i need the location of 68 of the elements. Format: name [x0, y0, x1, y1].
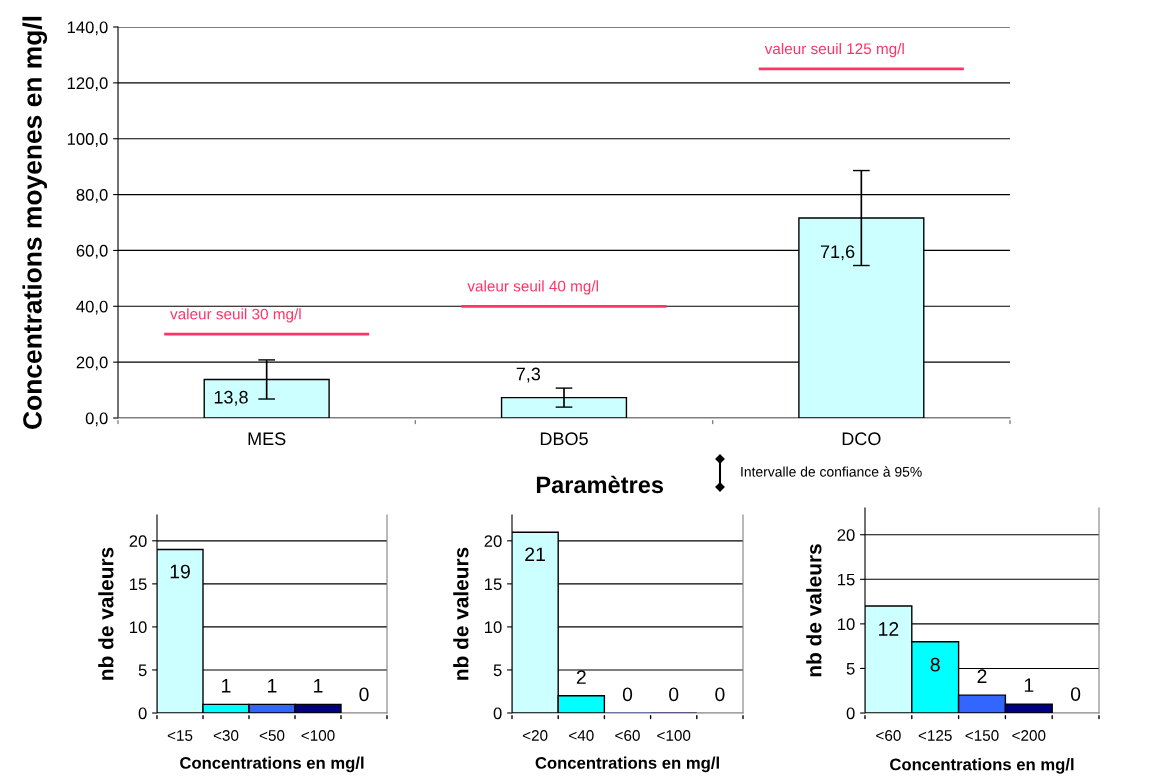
- y-tick-label: 5: [138, 664, 147, 677]
- x-tick-label: DCO: [842, 432, 881, 446]
- data-label: 19: [170, 564, 190, 579]
- y-tick-label: 60,0: [76, 244, 108, 259]
- ref-line-label: valeur seuil 40 mg/l: [467, 280, 598, 295]
- data-label: 7,3: [516, 367, 541, 383]
- data-label: 21: [525, 547, 545, 562]
- data-label: 0: [359, 687, 369, 702]
- data-label: 2: [977, 669, 987, 683]
- data-label: 71,6: [820, 245, 855, 261]
- x-tick-label: <100: [301, 730, 335, 741]
- data-label: 0: [669, 687, 679, 702]
- x-axis-title: Concentrations en mg/l: [890, 758, 1074, 774]
- ref-line-label: valeur seuil 125 mg/l: [764, 42, 904, 58]
- x-tick-label: <60: [876, 730, 901, 741]
- text: Intervalle de confiance à 95%: [741, 466, 922, 477]
- y-tick-label: 10: [838, 618, 855, 631]
- y-axis-title: Concentrations moyenes en mg/l: [22, 16, 48, 429]
- data-label: 0: [1070, 687, 1081, 701]
- x-tick-label: <15: [167, 730, 193, 741]
- data-label: 0: [715, 687, 725, 702]
- y-tick-label: 20: [837, 529, 855, 541]
- x-tick-label: <40: [569, 730, 594, 741]
- y-tick-label: 40,0: [76, 300, 108, 315]
- data-label: 1: [1024, 678, 1034, 692]
- y-axis-title: nb de valeurs: [806, 544, 822, 677]
- y-tick-label: 0: [846, 707, 855, 720]
- y-tick-label: 15: [485, 578, 502, 591]
- y-tick-label: 15: [838, 573, 855, 586]
- x-axis-title: Concentrations en mg/l: [535, 756, 719, 773]
- y-tick-label: 120,0: [67, 77, 108, 92]
- data-label: 13,8: [214, 390, 248, 406]
- data-label: 1: [314, 679, 323, 693]
- x-axis-title: Paramètres: [536, 475, 664, 494]
- data-label: 1: [268, 679, 277, 693]
- y-tick-label: 10: [130, 621, 147, 634]
- data-label: 8: [930, 657, 940, 672]
- x-axis-title: Concentrations en mg/l: [180, 756, 364, 773]
- y-tick-label: 140,0: [67, 21, 108, 36]
- y-tick-label: 5: [493, 664, 502, 677]
- y-tick-label: 0,0: [85, 412, 108, 427]
- x-tick-label: <200: [1012, 730, 1046, 741]
- y-tick-label: 15: [130, 578, 147, 591]
- y-tick-label: 20: [484, 535, 502, 548]
- y-tick-label: 0: [493, 707, 502, 720]
- x-tick-label: DBO5: [540, 432, 588, 446]
- x-tick-label: MES: [248, 432, 286, 446]
- y-tick-label: 20: [129, 535, 147, 548]
- x-tick-label: <60: [615, 730, 640, 741]
- y-tick-label: 80,0: [76, 188, 108, 203]
- data-label: 2: [576, 670, 586, 684]
- y-tick-label: 100,0: [67, 133, 108, 147]
- data-label: 12: [879, 622, 899, 636]
- x-tick-label: <150: [965, 730, 999, 741]
- x-tick-label: <125: [918, 730, 952, 741]
- y-tick-label: 20,0: [76, 356, 108, 371]
- data-label: 1: [222, 679, 231, 693]
- y-tick-label: 10: [485, 621, 502, 634]
- x-tick-label: <30: [213, 730, 239, 741]
- y-tick-label: 5: [846, 663, 855, 675]
- x-tick-label: <50: [259, 730, 285, 741]
- y-axis-title: nb de valeurs: [453, 547, 469, 680]
- y-tick-label: 0: [138, 707, 147, 720]
- x-tick-label: <20: [522, 730, 548, 741]
- ref-line-label: valeur seuil 30 mg/l: [170, 308, 301, 323]
- y-axis-title: nb de valeurs: [98, 547, 114, 680]
- x-tick-label: <100: [657, 730, 691, 741]
- data-label: 0: [622, 687, 633, 702]
